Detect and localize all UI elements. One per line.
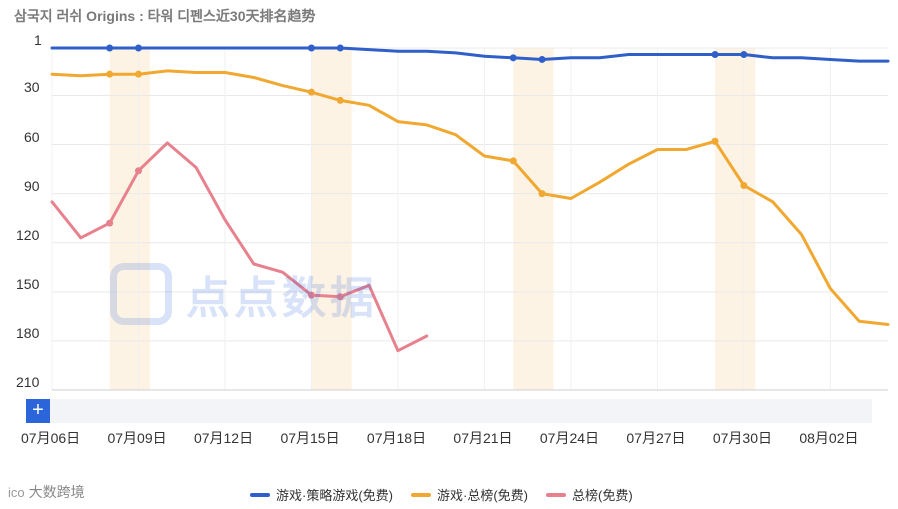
series-line-2 [50, 141, 429, 353]
grid-lines [51, 47, 888, 391]
y-tick-label: 60 [24, 128, 40, 145]
data-point [134, 167, 142, 175]
data-point [509, 157, 517, 165]
x-tick-label: 07月15日 [280, 430, 340, 446]
series-line-1 [50, 69, 890, 326]
y-tick-label: 30 [24, 79, 40, 96]
data-point [711, 51, 719, 59]
data-point [740, 51, 748, 59]
data-point [106, 70, 114, 78]
x-tick-label: 07月18日 [366, 430, 427, 446]
data-point [307, 44, 315, 52]
data-point [740, 181, 748, 189]
legend-swatch [546, 492, 566, 497]
highlight-bands [109, 48, 756, 390]
series-markers [106, 44, 748, 301]
data-point [538, 55, 546, 63]
series-lines [50, 46, 890, 353]
legend-label: 游戏·总榜(免费) [437, 488, 528, 503]
highlight-band [513, 48, 554, 390]
highlight-band [109, 48, 151, 390]
watermark: 点点数据 [110, 262, 378, 326]
y-tick-label: 90 [24, 177, 40, 194]
watermark-logo-icon [110, 263, 172, 325]
zoom-slider-track[interactable] [26, 399, 872, 423]
zoom-in-button[interactable]: + [26, 399, 50, 423]
legend-item-2[interactable]: 总榜(免费) [546, 485, 633, 504]
data-point [106, 219, 114, 227]
corner-brand-icon: ico [8, 484, 25, 500]
x-tick-label: 07月06日 [21, 430, 81, 446]
y-tick-label: 1 [34, 32, 42, 48]
x-tick-label: 07月24日 [539, 430, 600, 446]
x-tick-label: 07月09日 [107, 430, 167, 446]
x-tick-label: 07月12日 [193, 430, 254, 446]
legend-swatch [250, 492, 270, 497]
y-tick-label: 150 [16, 275, 40, 292]
highlight-band [715, 48, 756, 390]
y-tick-label: 210 [16, 374, 40, 390]
data-point [336, 96, 344, 104]
x-tick-label: 07月21日 [453, 430, 513, 446]
chart-title: 삼국지 러쉬 Origins : 타워 디펜스近30天排名趋势 [14, 8, 316, 24]
legend-item-1[interactable]: 游戏·总榜(免费) [411, 485, 528, 504]
data-point [134, 44, 142, 52]
x-tick-label: 07月27日 [626, 430, 686, 446]
data-point [336, 293, 344, 301]
legend: 游戏·策略游戏(免费) 游戏·总榜(免费) 总榜(免费) [250, 485, 633, 504]
legend-item-0[interactable]: 游戏·策略游戏(免费) [250, 485, 393, 504]
y-tick-label: 180 [16, 324, 40, 341]
data-point [106, 44, 114, 52]
data-point [711, 137, 719, 145]
data-point [538, 190, 546, 198]
corner-brand: ico 大数跨境 [8, 482, 85, 502]
legend-label: 总榜(免费) [572, 488, 633, 503]
legend-swatch [411, 492, 431, 497]
series-line-0 [50, 46, 890, 63]
y-tick-label: 120 [16, 226, 40, 243]
data-point [336, 44, 344, 52]
data-point [509, 54, 517, 62]
data-point [307, 291, 315, 299]
data-point [134, 70, 142, 78]
x-tick-label: 08月02日 [799, 430, 859, 446]
data-point [307, 88, 315, 96]
watermark-text: 点点数据 [186, 274, 378, 323]
highlight-band [311, 48, 352, 390]
x-tick-label: 07月30日 [712, 430, 773, 446]
corner-brand-text: 大数跨境 [28, 484, 85, 500]
legend-label: 游戏·策略游戏(免费) [276, 488, 393, 503]
